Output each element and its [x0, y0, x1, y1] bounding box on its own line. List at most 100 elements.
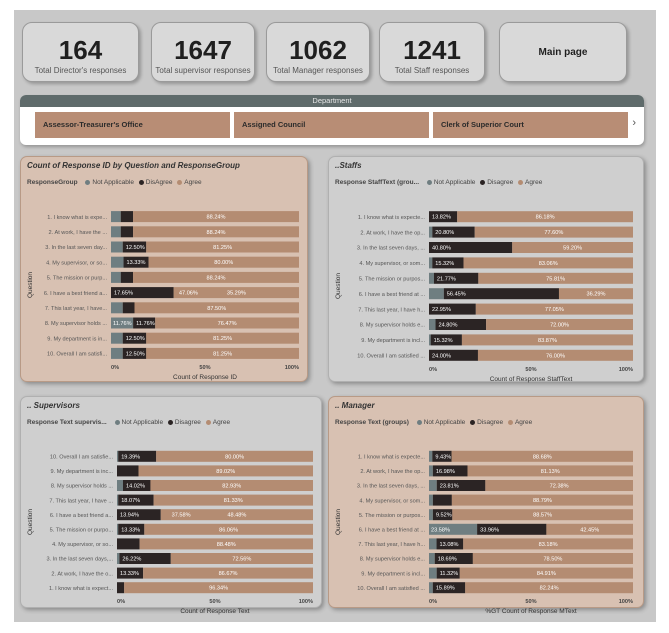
- question-tick-label: 5. The mission or purpos...: [359, 277, 426, 283]
- bar-segment-agree: [478, 272, 633, 284]
- bar-segment-not-applicable: [111, 317, 134, 329]
- main-page-button[interactable]: Main page: [499, 22, 627, 82]
- kpi-staff-label: Total Staff responses: [394, 66, 470, 75]
- bar-segment-agree: [173, 287, 299, 299]
- bar-segment-disagree: [434, 553, 473, 564]
- bar-data-label: 83.18%: [539, 542, 558, 548]
- question-tick-label: 8. My supervisor holds e...: [360, 323, 426, 329]
- bar-data-label: 80.00%: [214, 260, 233, 266]
- bar-segment-agree: [150, 480, 313, 491]
- legend-agree: Agree: [525, 179, 543, 186]
- legend-not-applicable: Not Applicable: [433, 179, 476, 186]
- bar-data-label: 18.69%: [438, 557, 457, 563]
- bar-data-label: 72.38%: [550, 484, 569, 490]
- bar-data-label: 26.22%: [122, 557, 141, 563]
- x-axis-label: Count of Response ID: [173, 374, 237, 381]
- kpi-directors-card: 164 Total Director's responses: [22, 22, 139, 82]
- bar-segment-disagree: [122, 332, 147, 344]
- question-tick-label: 2. At work, I have the op...: [360, 230, 425, 236]
- bar-data-label: 88.57%: [533, 513, 552, 519]
- bar-segment-not-applicable: [429, 509, 433, 521]
- question-tick-label: 2. At work, I have the ...: [49, 230, 108, 236]
- bar-data-label: 21.77%: [437, 276, 456, 282]
- slicer-item-clerk-superior-court[interactable]: Clerk of Superior Court: [433, 112, 628, 138]
- slicer-item-assigned-council[interactable]: Assigned Council: [234, 112, 429, 138]
- chart-title: ..Staffs: [335, 161, 362, 170]
- bar-segment-agree: [463, 538, 633, 550]
- question-tick-label: 2. At work, I have the o...: [51, 571, 113, 577]
- bar-segment-disagree: [436, 538, 464, 550]
- bar-segment-agree: [477, 349, 633, 361]
- bar-segment-disagree: [122, 347, 147, 359]
- legend-agree: Agree: [514, 419, 533, 426]
- bar-segment-agree: [465, 582, 633, 594]
- x-tick-label: 50%: [199, 365, 210, 371]
- bar-segment-not-applicable: [111, 256, 124, 268]
- bar-segment-disagree: [477, 523, 547, 535]
- bar-data-label: 24.00%: [432, 353, 451, 359]
- bar-segment-agree: [138, 465, 313, 477]
- bar-segment-not-applicable: [111, 211, 121, 223]
- bar-segment-not-applicable: [429, 494, 433, 506]
- bar-segment-disagree: [123, 256, 149, 268]
- bar-segment-not-applicable: [429, 465, 433, 477]
- legend-title: Response Text (groups): [335, 419, 409, 426]
- chart-title: Count of Response ID by Question and Res…: [27, 161, 240, 170]
- bar-segment-disagree: [429, 242, 513, 253]
- slicer-item-assessor[interactable]: Assessor-Treasurer's Office: [35, 112, 230, 138]
- kpi-directors-label: Total Director's responses: [34, 66, 127, 75]
- chart-legend: Response Text (groups) Not Applicable Di…: [335, 419, 532, 426]
- x-axis-label: Count of Response StaffText: [490, 376, 573, 383]
- bar-segment-agree: [156, 450, 313, 462]
- question-tick-label: 1. I know what is expect...: [49, 586, 113, 592]
- bar-segment-agree: [124, 582, 313, 594]
- question-tick-label: 3. In the last seven days, ...: [357, 246, 426, 252]
- bar-segment-disagree: [120, 211, 134, 223]
- chart-svg: 1. I know what is expecte... 9.43% 88.68% 2…: [335, 450, 633, 615]
- bar-data-label: 13.33%: [121, 527, 140, 533]
- bar-data-label: 81.33%: [224, 498, 243, 504]
- legend-title: ResponseGroup: [27, 179, 78, 186]
- bar-segment-disagree: [122, 480, 151, 491]
- question-tick-label: 4. My supervisor, or som...: [359, 261, 425, 267]
- bar-data-label: 77.05%: [545, 307, 564, 313]
- bar-segment-disagree: [432, 450, 452, 462]
- bar-segment-not-applicable: [429, 450, 433, 462]
- bar-data-label: 88.68%: [533, 454, 552, 460]
- chart-title: .. Supervisors: [27, 401, 80, 410]
- bar-data-label: 13.33%: [127, 260, 146, 266]
- bar-segment-not-applicable: [117, 523, 119, 535]
- kpi-managers-card: 1062 Total Manager responses: [266, 22, 370, 82]
- bar-segment-disagree: [433, 272, 479, 284]
- question-tick-label: 8. My supervisor holds e...: [360, 557, 426, 563]
- y-axis-label: Question: [335, 509, 342, 535]
- bar-data-label: 20.80%: [435, 230, 454, 236]
- bar-segment-not-applicable: [111, 347, 123, 359]
- bar-segment-agree: [143, 567, 313, 579]
- bar-segment-agree: [475, 303, 633, 315]
- bar-data-label: 40.80%: [432, 246, 451, 252]
- legend-not-applicable-dot: [416, 419, 422, 425]
- question-tick-label: 10. Overall I am satisfied ...: [357, 354, 425, 360]
- bar-segment-not-applicable: [429, 582, 433, 594]
- kpi-supervisors-card: 1647 Total supervisor responses: [151, 22, 255, 82]
- bar-segment-disagree: [117, 509, 161, 521]
- bar-data-label: 35.29%: [227, 291, 246, 297]
- bar-data-label: 22.95%: [432, 307, 451, 313]
- bar-segment-not-applicable: [111, 302, 123, 314]
- chart-legend: Response Text supervis... Not Applicable…: [27, 419, 230, 426]
- slicer-next-arrow-icon[interactable]: ›: [632, 117, 636, 129]
- bar-segment-disagree: [111, 287, 174, 299]
- bar-segment-disagree: [435, 319, 487, 330]
- bar-segment-not-applicable: [429, 538, 437, 550]
- question-tick-label: 9. My department is inc...: [51, 469, 114, 475]
- bar-segment-not-applicable: [429, 257, 433, 269]
- bar-segment-agree: [461, 334, 633, 346]
- legend-disagree: DisAgree: [145, 179, 173, 186]
- bar-data-label: 36.29%: [586, 292, 605, 298]
- chart-panel-manager: .. Manager Response Text (groups) Not Ap…: [328, 396, 644, 615]
- y-axis-label: Question: [335, 273, 342, 299]
- legend-not-applicable-dot: [114, 419, 120, 425]
- bar-segment-not-applicable: [117, 553, 120, 564]
- legend-disagree: Disagree: [174, 419, 201, 426]
